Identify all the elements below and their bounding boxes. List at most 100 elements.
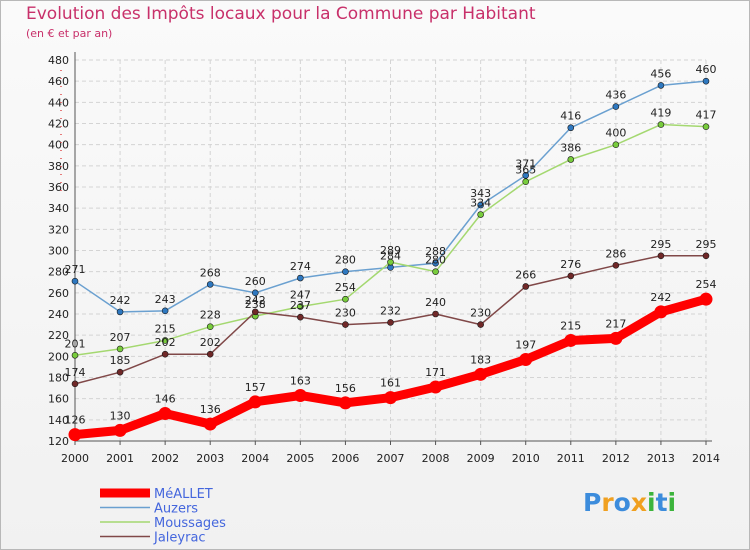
point-moussages	[71, 351, 79, 359]
axes: 120 140 160 180 200 220 240 260 280 300 320 340 360 3…	[48, 52, 720, 465]
data-label-mallet: 197	[515, 339, 536, 352]
data-label-jaleyrac: 276	[560, 258, 581, 271]
data-label-mallet: 161	[380, 377, 401, 390]
data-label-auzers: 242	[110, 294, 131, 307]
data-label-jaleyrac: 230	[470, 307, 491, 320]
y-tick-label: 260	[48, 287, 69, 300]
data-label-auzers: 371	[515, 157, 536, 170]
point-mallet	[519, 353, 533, 367]
point-jaleyrac	[297, 313, 304, 321]
data-label-mallet: 215	[560, 319, 581, 332]
point-auzers	[522, 172, 530, 179]
data-label-jaleyrac: 202	[200, 336, 221, 349]
point-auzers	[251, 289, 259, 297]
data-label-mallet: 130	[110, 409, 131, 422]
chart-subtitle: (en € et par an)	[26, 27, 113, 40]
x-tick-label: 2010	[512, 452, 540, 465]
data-label-auzers: 274	[290, 260, 311, 273]
logo-letter: i	[667, 488, 677, 517]
x-tick-label: 2008	[422, 452, 450, 465]
point-mallet	[654, 305, 668, 319]
data-label-mallet: 254	[696, 278, 717, 291]
x-tick-label: 2009	[467, 452, 495, 465]
point-auzers	[477, 201, 484, 209]
x-tick-label: 2002	[151, 452, 179, 465]
y-tick-label: 280	[48, 266, 69, 279]
logo-letter: r	[601, 488, 614, 517]
data-label-jaleyrac: 230	[335, 307, 356, 320]
data-label-auzers: 260	[245, 275, 266, 288]
y-tick-label: 220	[48, 329, 69, 342]
data-label-moussages: 254	[335, 281, 356, 294]
data-labels: 271 242 243 268 260 274 280 284 288 343 371 416 436 4…	[65, 63, 717, 426]
y-tick-label: 140	[48, 414, 69, 427]
data-label-moussages: 207	[110, 331, 131, 344]
data-label-mallet: 126	[65, 414, 86, 427]
data-label-auzers: 460	[696, 63, 717, 76]
x-tick-label: 2007	[377, 452, 405, 465]
point-mallet	[158, 406, 172, 420]
point-jaleyrac	[477, 321, 484, 328]
point-jaleyrac	[387, 319, 394, 326]
series-layer	[68, 77, 713, 442]
point-jaleyrac	[522, 283, 530, 290]
data-label-moussages: 334	[470, 197, 491, 210]
point-auzers	[567, 124, 575, 132]
point-jaleyrac	[206, 350, 214, 358]
point-mallet	[609, 331, 623, 345]
point-auzers	[342, 268, 349, 275]
data-label-moussages: 201	[65, 337, 86, 350]
point-auzers	[432, 259, 439, 267]
data-label-moussages: 417	[696, 109, 717, 122]
y-tick-label: 420	[48, 118, 69, 131]
point-mallet	[474, 367, 488, 381]
data-label-mallet: 156	[335, 382, 356, 395]
data-label-jaleyrac: 242	[245, 294, 266, 307]
data-label-jaleyrac: 295	[696, 238, 717, 251]
data-label-moussages: 419	[650, 107, 671, 120]
point-mallet	[699, 292, 713, 306]
point-mallet	[248, 395, 262, 409]
data-label-jaleyrac: 174	[65, 366, 86, 379]
data-label-moussages: 215	[155, 322, 176, 335]
logo-letter: i	[647, 488, 656, 517]
point-moussages	[161, 337, 169, 344]
y-tick-label: 380	[48, 160, 69, 173]
data-label-mallet: 242	[650, 291, 671, 304]
data-label-auzers: 456	[650, 67, 671, 80]
data-label-jaleyrac: 240	[425, 296, 446, 309]
x-tick-label: 2006	[331, 452, 359, 465]
data-label-auzers: 271	[65, 263, 86, 276]
point-auzers	[612, 103, 620, 110]
y-tick-label: 240	[48, 308, 69, 321]
point-moussages	[477, 211, 484, 218]
data-label-auzers: 288	[425, 245, 446, 258]
x-tick-label: 2003	[196, 452, 224, 465]
data-label-auzers: 280	[335, 254, 356, 267]
data-label-moussages: 289	[380, 244, 401, 257]
logo-letter: x	[630, 488, 647, 517]
legend-label-auzers: Auzers	[154, 502, 198, 517]
data-label-mallet: 217	[605, 317, 626, 330]
point-jaleyrac	[342, 321, 349, 328]
point-jaleyrac	[567, 272, 575, 280]
data-label-moussages: 228	[200, 309, 221, 322]
legend-label-moussages: Moussages	[154, 516, 226, 531]
y-tick-label: 200	[48, 350, 69, 363]
x-tick-label: 2013	[647, 452, 675, 465]
x-tick-label: 2004	[241, 452, 269, 465]
point-moussages	[432, 268, 439, 275]
point-moussages	[657, 121, 665, 128]
point-auzers	[206, 281, 214, 288]
point-jaleyrac	[432, 310, 439, 318]
data-label-jaleyrac: 232	[380, 304, 401, 317]
y-tick-label: 160	[48, 393, 69, 406]
point-mallet	[429, 380, 443, 394]
point-moussages	[612, 141, 620, 148]
point-jaleyrac	[702, 252, 710, 260]
point-moussages	[387, 258, 394, 266]
data-label-auzers: 243	[155, 293, 176, 306]
point-moussages	[567, 156, 575, 163]
